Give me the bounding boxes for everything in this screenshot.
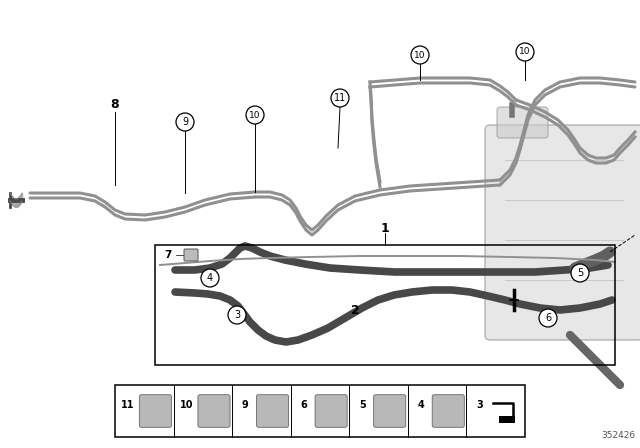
- Text: 10: 10: [414, 51, 426, 60]
- Circle shape: [228, 306, 246, 324]
- Text: 7: 7: [164, 250, 172, 260]
- Circle shape: [539, 309, 557, 327]
- Text: 5: 5: [577, 268, 583, 278]
- Text: 10: 10: [519, 47, 531, 56]
- Text: 11: 11: [334, 93, 346, 103]
- Circle shape: [411, 46, 429, 64]
- Text: 10: 10: [180, 400, 193, 410]
- Circle shape: [516, 43, 534, 61]
- FancyBboxPatch shape: [198, 395, 230, 427]
- FancyBboxPatch shape: [184, 249, 198, 261]
- FancyBboxPatch shape: [140, 395, 172, 427]
- FancyBboxPatch shape: [257, 395, 289, 427]
- FancyBboxPatch shape: [315, 395, 347, 427]
- Text: 2: 2: [351, 303, 360, 316]
- Text: 8: 8: [111, 99, 119, 112]
- Text: 11: 11: [121, 400, 134, 410]
- FancyBboxPatch shape: [497, 107, 548, 138]
- Text: 352426: 352426: [601, 431, 635, 440]
- Bar: [499, 416, 515, 423]
- Circle shape: [176, 113, 194, 131]
- Text: 9: 9: [242, 400, 248, 410]
- Text: 6: 6: [545, 313, 551, 323]
- Circle shape: [571, 264, 589, 282]
- Text: 10: 10: [249, 111, 260, 120]
- Circle shape: [246, 106, 264, 124]
- Text: 3: 3: [476, 400, 483, 410]
- FancyBboxPatch shape: [432, 395, 465, 427]
- Bar: [115, 385, 525, 437]
- Text: 4: 4: [417, 400, 424, 410]
- Circle shape: [201, 269, 219, 287]
- Text: 6: 6: [300, 400, 307, 410]
- FancyBboxPatch shape: [485, 125, 640, 340]
- Text: 9: 9: [182, 117, 188, 127]
- Text: 4: 4: [207, 273, 213, 283]
- Circle shape: [331, 89, 349, 107]
- Text: 1: 1: [381, 221, 389, 234]
- Bar: [155, 245, 615, 365]
- Text: 5: 5: [359, 400, 365, 410]
- Text: 3: 3: [234, 310, 240, 320]
- FancyBboxPatch shape: [374, 395, 406, 427]
